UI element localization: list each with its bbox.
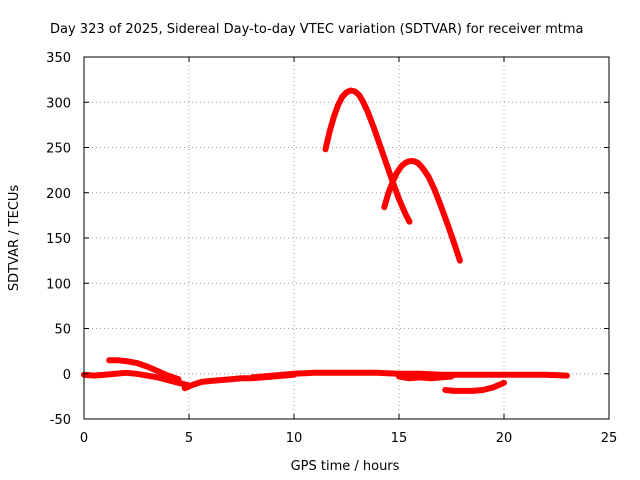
x-tick-label: 25 — [601, 431, 618, 446]
y-axis-label: SDTVAR / TECUs — [7, 185, 22, 292]
y-tick-label: 300 — [46, 96, 71, 111]
series-arc-baseline-4 — [396, 373, 455, 382]
grid-layer — [84, 57, 609, 419]
x-axis-label: GPS time / hours — [291, 459, 400, 474]
y-tick-label: 250 — [46, 142, 71, 157]
series-arc-baseline-3 — [249, 369, 570, 381]
series-arc-late-dip — [442, 379, 507, 394]
series-arc-peak-312 — [322, 87, 413, 225]
y-tick-label: 200 — [46, 187, 71, 202]
y-tick-label: 0 — [63, 368, 71, 383]
x-tick-label: 20 — [496, 431, 513, 446]
series-arc-early-bump — [106, 357, 182, 383]
x-tick-label: 10 — [286, 431, 303, 446]
series-arc-peak-236 — [381, 158, 463, 264]
chart-title: Day 323 of 2025, Sidereal Day-to-day VTE… — [50, 22, 584, 37]
ticks-layer: 0 5 10 15 20 25 -50 0 50 100 150 200 250 300 350 — [46, 51, 617, 446]
series-arc-baseline-1 — [81, 369, 192, 389]
y-tick-label: 150 — [46, 232, 71, 247]
x-tick-label: 5 — [185, 431, 193, 446]
x-tick-label: 0 — [80, 431, 88, 446]
y-tick-label: 100 — [46, 277, 71, 292]
y-tick-label: -50 — [50, 413, 71, 428]
y-tick-label: 350 — [46, 51, 71, 66]
series-layer — [81, 87, 570, 394]
x-tick-label: 15 — [391, 431, 408, 446]
plot-border — [83, 56, 610, 420]
y-tick-label: 50 — [54, 323, 71, 338]
